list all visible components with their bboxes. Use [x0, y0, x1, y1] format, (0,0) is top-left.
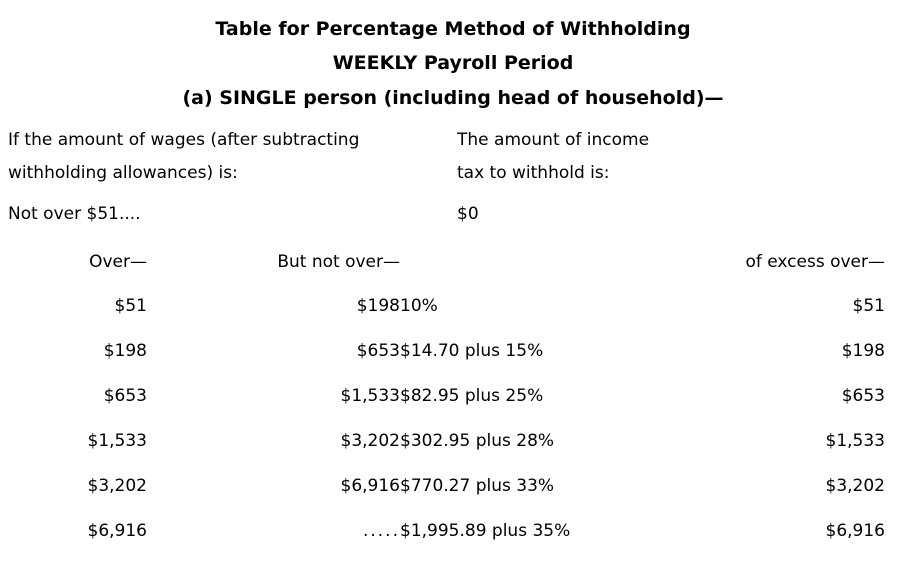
bracket-row: $1,533 $3,202 $302.95 plus 28% $1,533 — [0, 418, 885, 463]
over-column-header: Over— — [89, 251, 147, 272]
excess-over-value: $653 — [841, 385, 885, 406]
tax-formula: $82.95 plus 25% — [400, 385, 544, 406]
but-not-over-column-header: But not over— — [277, 251, 400, 272]
tax-formula: $770.27 plus 33% — [400, 475, 555, 496]
over-value: $653 — [103, 385, 147, 406]
but-not-over-value: $6,916 — [340, 475, 400, 496]
tax-column-header-empty — [400, 240, 718, 283]
over-value: $3,202 — [87, 475, 147, 496]
but-not-over-value: $198 — [356, 295, 400, 316]
bracket-row: $51 $198 10% $51 — [0, 283, 885, 328]
but-not-over-value: $1,533 — [340, 385, 400, 406]
filing-status-heading: (a) SINGLE person (including head of hou… — [182, 87, 724, 109]
wages-condition-line2: withholding allowances) is: — [8, 163, 238, 183]
excess-over-value: $3,202 — [825, 475, 885, 496]
excess-over-value: $1,533 — [825, 430, 885, 451]
tax-formula: 10% — [400, 295, 438, 316]
wages-condition-label: If the amount of wages (after subtractin… — [8, 124, 359, 190]
bracket-row: $6,916 ..... $1,995.89 plus 35% $6,916 — [0, 508, 885, 553]
over-value: $1,533 — [87, 430, 147, 451]
bracket-row: $3,202 $6,916 $770.27 plus 33% $3,202 — [0, 463, 885, 508]
over-value: $51 — [114, 295, 147, 316]
tax-amount-line2: tax to withhold is: — [457, 163, 610, 183]
over-value: $6,916 — [87, 520, 147, 541]
tax-formula: $302.95 plus 28% — [400, 430, 555, 451]
excess-over-value: $198 — [841, 340, 885, 361]
excess-over-value: $6,916 — [825, 520, 885, 541]
excess-over-value: $51 — [852, 295, 885, 316]
tax-amount-label: The amount of income tax to withhold is: — [457, 124, 649, 190]
excess-over-column-header: of excess over— — [745, 251, 885, 272]
wages-condition-line1: If the amount of wages (after subtractin… — [8, 130, 360, 150]
payroll-period-subtitle: WEEKLY Payroll Period — [332, 52, 574, 74]
not-over-value: $0 — [457, 204, 479, 224]
page-title: Table for Percentage Method of Withholdi… — [215, 18, 691, 40]
bracket-header-row: Over— But not over— of excess over— — [0, 240, 885, 283]
but-not-over-ellipsis: ..... — [362, 520, 400, 541]
bracket-row: $653 $1,533 $82.95 plus 25% $653 — [0, 373, 885, 418]
not-over-label: Not over $51.... — [8, 204, 141, 224]
over-value: $198 — [103, 340, 147, 361]
but-not-over-value: $653 — [356, 340, 400, 361]
tax-formula: $14.70 plus 15% — [400, 340, 544, 361]
bracket-row: $198 $653 $14.70 plus 15% $198 — [0, 328, 885, 373]
but-not-over-value: $3,202 — [340, 430, 400, 451]
table-title-block: Table for Percentage Method of Withholdi… — [0, 12, 906, 116]
tax-formula: $1,995.89 plus 35% — [400, 520, 571, 541]
tax-amount-line1: The amount of income — [457, 130, 650, 150]
bracket-table: Over— But not over— of excess over— $51 … — [0, 240, 885, 553]
